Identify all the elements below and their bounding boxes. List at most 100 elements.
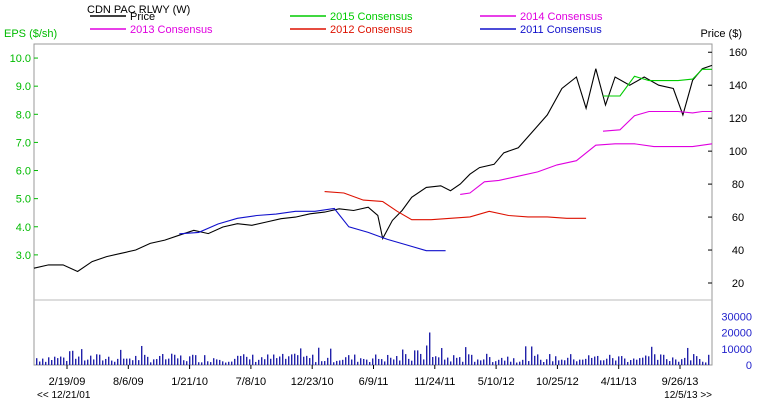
legend-label: 2012 Consensus bbox=[330, 24, 413, 36]
volume-bar bbox=[627, 361, 629, 365]
volume-bar bbox=[444, 359, 446, 365]
volume-bar bbox=[192, 354, 194, 365]
volume-bar bbox=[249, 359, 251, 365]
volume-bar bbox=[126, 358, 128, 365]
volume-bar bbox=[90, 355, 92, 365]
series-line-2012-consensus bbox=[324, 191, 587, 221]
volume-bar bbox=[342, 359, 344, 365]
volume-bar bbox=[645, 355, 647, 365]
volume-bar bbox=[597, 355, 599, 365]
volume-bar bbox=[417, 350, 419, 365]
volume-bar bbox=[159, 355, 161, 365]
volume-bar bbox=[204, 355, 206, 365]
volume-bar bbox=[135, 355, 137, 365]
volume-bar bbox=[51, 360, 53, 365]
volume-bar bbox=[663, 354, 665, 365]
volume-bar bbox=[564, 360, 566, 365]
volume-bar bbox=[543, 361, 545, 365]
volume-bar bbox=[693, 354, 695, 365]
volume-bar bbox=[327, 357, 329, 365]
volume-bar bbox=[78, 356, 80, 365]
volume-bar bbox=[114, 361, 116, 365]
volume-bar bbox=[267, 354, 269, 365]
volume-bar bbox=[120, 349, 122, 365]
volume-bar bbox=[573, 359, 575, 365]
volume-bar bbox=[441, 348, 443, 365]
right-tick-label: 40 bbox=[732, 245, 744, 257]
volume-bar bbox=[510, 361, 512, 365]
volume-bar bbox=[63, 357, 65, 365]
volume-bar bbox=[60, 356, 62, 365]
volume-bar bbox=[570, 354, 572, 365]
volume-bar bbox=[186, 361, 188, 365]
volume-bar bbox=[279, 356, 281, 365]
volume-bar bbox=[408, 358, 410, 365]
volume-bar bbox=[624, 358, 626, 365]
legend: Price 2015 Consensus 2014 Consensus 2013 Co… bbox=[90, 11, 603, 36]
volume-bar bbox=[603, 360, 605, 365]
series-line-2013-consensus bbox=[460, 143, 713, 195]
volume-bar bbox=[585, 358, 587, 365]
volume-bar bbox=[189, 356, 191, 365]
volume-bar bbox=[498, 359, 500, 365]
volume-bar bbox=[195, 355, 197, 365]
volume-bar bbox=[84, 360, 86, 365]
volume-bar bbox=[636, 359, 638, 365]
right-tick-label: 120 bbox=[729, 113, 747, 125]
left-tick-label: 5.0 bbox=[16, 194, 31, 206]
volume-bar bbox=[708, 354, 710, 365]
right-tick-label: 160 bbox=[729, 47, 747, 59]
volume-bar bbox=[612, 358, 614, 365]
volume-bar bbox=[210, 362, 212, 365]
volume-bar bbox=[483, 359, 485, 365]
volume-bar bbox=[438, 357, 440, 365]
volume-bar bbox=[363, 358, 365, 365]
volume-bar bbox=[261, 357, 263, 365]
volume-bar bbox=[99, 354, 101, 365]
volume-bar bbox=[531, 346, 533, 365]
volume-bar bbox=[657, 359, 659, 365]
volume-bar bbox=[702, 361, 704, 365]
axis-layer: 3.0 4.0 5.0 6.0 7.0 8.0 9.0 10.0 20 40 60 80 100 120 1… bbox=[10, 43, 752, 388]
volume-bar bbox=[207, 361, 209, 365]
volume-bar bbox=[81, 349, 83, 365]
volume-bar bbox=[111, 360, 113, 365]
volume-bar bbox=[396, 356, 398, 365]
volume-bar bbox=[339, 360, 341, 365]
volume-bar bbox=[255, 361, 257, 365]
x-tick-label: 11/24/11 bbox=[414, 376, 455, 388]
volume-bar bbox=[468, 354, 470, 365]
volume-bar bbox=[480, 360, 482, 365]
volume-bar bbox=[285, 358, 287, 365]
volume-bar bbox=[366, 359, 368, 365]
x-tick-label: 9/26/13 bbox=[662, 376, 699, 388]
left-tick-label: 3.0 bbox=[16, 250, 31, 262]
volume-bar bbox=[648, 356, 650, 365]
volume-bar bbox=[201, 362, 203, 365]
volume-bar bbox=[315, 362, 317, 365]
volume-bar bbox=[198, 362, 200, 365]
volume-bar bbox=[309, 358, 311, 365]
volume-bar bbox=[429, 332, 431, 365]
volume-bar bbox=[642, 357, 644, 365]
volume-bar bbox=[141, 345, 143, 365]
volume-bar bbox=[591, 357, 593, 365]
x-tick-label: 2/19/09 bbox=[49, 376, 86, 388]
volume-bar bbox=[303, 356, 305, 365]
volume-bar bbox=[552, 361, 554, 365]
volume-bar bbox=[117, 358, 119, 365]
volume-bar bbox=[609, 354, 611, 365]
volume-bar bbox=[174, 354, 176, 365]
volume-bar bbox=[537, 354, 539, 365]
legend-label: 2014 Consensus bbox=[520, 11, 603, 23]
volume-bar bbox=[318, 347, 320, 365]
volume-bar bbox=[489, 357, 491, 365]
volume-bar bbox=[246, 356, 248, 365]
volume-bar bbox=[390, 357, 392, 365]
volume-bar bbox=[405, 354, 407, 365]
series-line-2011-consensus bbox=[179, 207, 446, 252]
volume-bar bbox=[681, 359, 683, 365]
volume-bar bbox=[123, 358, 125, 365]
left-tick-label: 6.0 bbox=[16, 166, 31, 178]
